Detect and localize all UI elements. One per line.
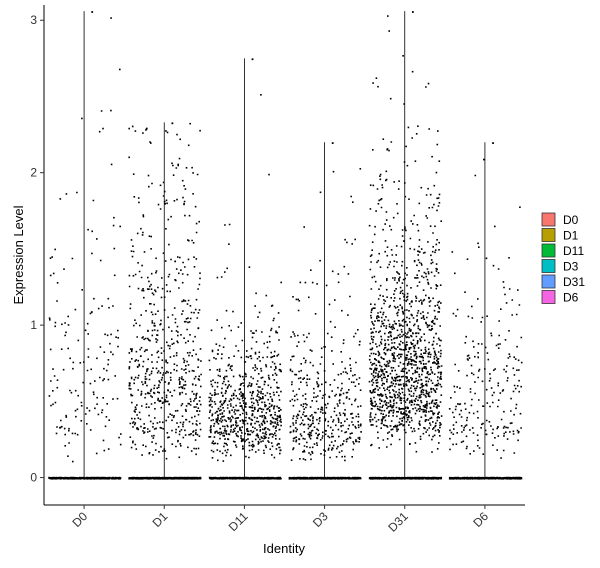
legend-label: D3 — [563, 260, 579, 274]
expression-points — [448, 158, 523, 459]
y-tick-label: 0 — [30, 471, 37, 485]
legend-item-d3: D3 — [541, 259, 579, 274]
expression-points — [208, 94, 282, 462]
zero-points — [288, 476, 362, 480]
max-point — [331, 142, 334, 144]
legend-item-d31: D31 — [541, 274, 585, 289]
group-d3 — [288, 142, 362, 480]
expression-points — [289, 168, 362, 462]
legend-swatch — [541, 259, 556, 273]
y-tick-label: 3 — [30, 13, 37, 27]
x-tick-label: D0 — [69, 509, 90, 530]
zero-points — [48, 476, 122, 480]
zero-points — [128, 476, 202, 480]
x-tick-label: D3 — [310, 509, 331, 530]
legend-item-d6: D6 — [541, 290, 579, 305]
expression-points — [128, 122, 202, 460]
legend-swatch — [541, 228, 556, 242]
x-tick-label: D6 — [470, 509, 491, 530]
max-point — [411, 11, 414, 13]
zero-points — [448, 476, 523, 480]
group-d31 — [368, 11, 443, 480]
group-d1 — [128, 122, 202, 480]
zero-points — [208, 476, 282, 480]
x-tick-label: D1 — [150, 509, 171, 530]
legend-swatch — [541, 274, 556, 289]
legend-item-d0: D0 — [541, 212, 579, 227]
max-point — [171, 122, 174, 125]
group-d0 — [48, 11, 122, 480]
legend-swatch — [541, 212, 556, 227]
y-tick-label: 2 — [30, 166, 37, 180]
x-tick-label: D31 — [385, 509, 411, 535]
group-d6 — [448, 142, 523, 480]
expression-points — [48, 17, 122, 463]
max-point — [251, 58, 254, 61]
legend-item-d11: D11 — [541, 243, 584, 258]
y-tick-label: 1 — [30, 318, 37, 332]
legend-label: D31 — [563, 275, 585, 289]
legend-label: D0 — [563, 213, 579, 227]
group-d11 — [208, 58, 282, 480]
legend-swatch — [541, 243, 556, 258]
x-axis-title: Identity — [263, 541, 305, 556]
x-tick-label: D11 — [226, 509, 251, 534]
expression-points — [368, 15, 443, 453]
max-point — [492, 142, 494, 144]
axes: 0 1 2 3 D0 D1 D11 D3 D31 D6 — [30, 5, 525, 535]
zero-points — [368, 476, 443, 480]
legend-item-d1: D1 — [541, 228, 579, 243]
legend-label: D1 — [563, 229, 579, 243]
legend-label: D11 — [563, 244, 584, 258]
plot-area — [48, 11, 523, 480]
legend-label: D6 — [563, 291, 579, 305]
y-axis-title: Expression Level — [11, 205, 26, 304]
max-point — [91, 11, 94, 13]
legend-swatch — [541, 290, 556, 304]
